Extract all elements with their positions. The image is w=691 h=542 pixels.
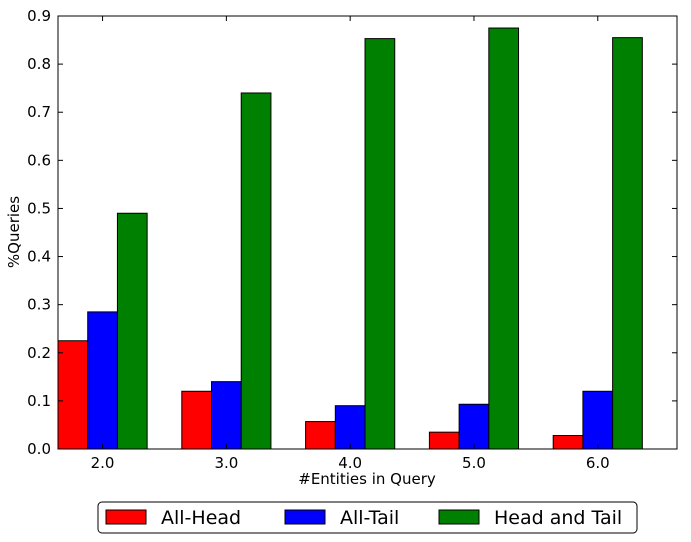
y-tick-label: 0.2 xyxy=(27,344,51,362)
legend-label: All-Head xyxy=(161,507,241,529)
y-tick-label: 0.5 xyxy=(27,199,51,217)
bar-all-tail-2.0 xyxy=(87,311,118,450)
y-tick-label: 0.0 xyxy=(27,440,51,458)
bar-all-head-3.0 xyxy=(181,390,213,450)
y-axis: 0.0 0.1 0.2 0.3 0.4 0.5 0.6 0.7 0.8 0.9 xyxy=(27,7,677,458)
legend-box xyxy=(97,501,638,534)
bar-head-and-tail-3.0 xyxy=(240,92,272,450)
y-tick-label: 0.1 xyxy=(27,392,51,410)
bar-all-head-4.0 xyxy=(305,421,336,450)
legend-swatch-all-head xyxy=(105,509,147,525)
y-tick-label: 0.3 xyxy=(27,296,51,314)
y-tick-label: 0.6 xyxy=(27,151,51,169)
plot-frame xyxy=(57,15,678,450)
x-tick-label: 6.0 xyxy=(586,454,610,472)
x-axis-label: #Entities in Query xyxy=(298,470,436,488)
bar-all-tail-4.0 xyxy=(334,405,366,450)
y-tick-label: 0.4 xyxy=(27,248,51,266)
bar-all-tail-6.0 xyxy=(582,390,614,450)
legend: All-Head All-Tail Head and Tail xyxy=(97,501,638,534)
bar-head-and-tail-2.0 xyxy=(116,212,148,450)
x-tick-label: 4.0 xyxy=(338,454,362,472)
y-tick-label: 0.9 xyxy=(27,7,51,25)
bar-head-and-tail-6.0 xyxy=(612,37,643,450)
x-tick-label: 3.0 xyxy=(214,454,238,472)
legend-swatch-all-tail xyxy=(284,509,326,525)
bar-all-head-6.0 xyxy=(552,435,584,450)
bars-layer xyxy=(57,27,643,450)
legend-label: Head and Tail xyxy=(494,507,622,529)
bar-all-tail-5.0 xyxy=(458,403,490,450)
legend-label: All-Tail xyxy=(340,507,399,529)
x-axis: 2.0 3.0 4.0 5.0 6.0 xyxy=(91,16,610,472)
y-tick-label: 0.7 xyxy=(27,103,51,121)
y-tick-label: 0.8 xyxy=(27,55,51,73)
x-tick-label: 5.0 xyxy=(462,454,486,472)
y-axis-label: %Queries xyxy=(5,196,23,268)
legend-swatch-head-and-tail xyxy=(438,509,480,525)
bar-all-tail-3.0 xyxy=(211,381,242,450)
x-tick-label: 2.0 xyxy=(91,454,115,472)
bar-all-head-5.0 xyxy=(428,431,460,450)
bar-head-and-tail-5.0 xyxy=(488,27,520,450)
bar-head-and-tail-4.0 xyxy=(364,38,396,450)
bar-all-head-2.0 xyxy=(57,340,89,450)
